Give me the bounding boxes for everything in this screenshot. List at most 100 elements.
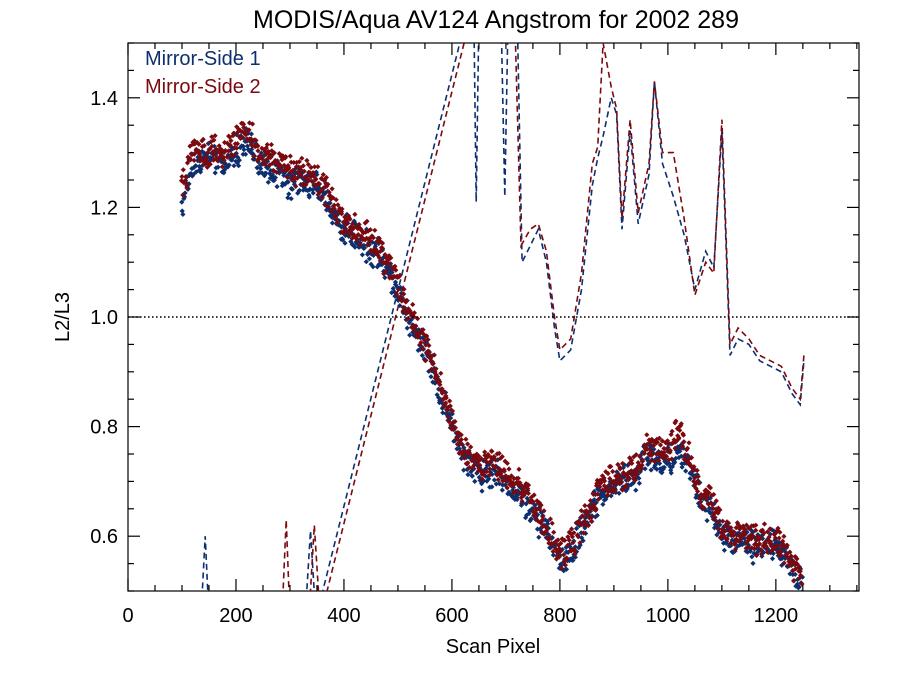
series-2-point [736, 538, 742, 544]
series-1-point [342, 240, 348, 246]
series-1-point [529, 506, 535, 512]
series-1-point [669, 464, 675, 470]
series-2-point [517, 480, 523, 486]
series-1-point [366, 256, 372, 262]
series-2-point [741, 529, 747, 535]
series-1-point [297, 187, 303, 194]
series-2-point [797, 568, 803, 574]
series-1-point [730, 550, 736, 556]
series-2-point [183, 178, 189, 184]
series-1-point [361, 245, 368, 251]
series-1-point [179, 199, 185, 205]
series-2-point [420, 346, 426, 352]
series-2-point [613, 477, 619, 483]
series-2-point [601, 483, 607, 489]
series-2-point [496, 450, 502, 456]
series-2-point [299, 155, 305, 161]
series-1-point [263, 170, 269, 176]
series-2-point [179, 174, 185, 180]
series-1-point [179, 208, 185, 214]
series-2-point [479, 476, 485, 482]
series-2-point [507, 476, 513, 482]
series-2-point [513, 488, 519, 494]
series-2-point [452, 418, 458, 425]
series-2-point [678, 423, 684, 429]
series-2-point [742, 532, 748, 538]
series-1-point [668, 470, 674, 476]
series-1-point [344, 211, 350, 217]
series-2-point [454, 441, 460, 447]
series-2-point [452, 425, 458, 431]
series-2-point [677, 427, 683, 433]
series-2-point [731, 529, 737, 535]
series-2-point [572, 548, 578, 554]
series-2-point [482, 449, 488, 455]
series-2-point [514, 479, 520, 485]
series-2-point [416, 331, 422, 337]
series-2-point [681, 439, 687, 445]
series-2-point [691, 464, 697, 470]
series-2-point [579, 513, 585, 520]
series-2-point [727, 528, 733, 534]
series-2-point [768, 539, 774, 545]
series-2-point [742, 527, 748, 533]
series-2-point [780, 538, 786, 544]
x-axis-label: Scan Pixel [446, 636, 541, 658]
series-2-point [629, 460, 635, 466]
series-1-point [509, 493, 515, 499]
series-2-point [458, 432, 464, 438]
series-1-point [526, 510, 532, 517]
series-2-point [599, 473, 605, 479]
series-1-point [300, 187, 306, 193]
series-1-point [465, 472, 471, 478]
series-2-point [540, 523, 546, 530]
legend-entry-mirror-side-1: Mirror-Side 1 [145, 48, 261, 70]
series-2-point [717, 507, 723, 513]
series-1-point [489, 484, 495, 490]
series-2-point [743, 522, 750, 528]
series-2-point [519, 498, 525, 504]
series-1-point [687, 476, 693, 482]
series-2-point [659, 449, 665, 455]
x-tick-label: 1200 [754, 605, 799, 627]
series-1-point [285, 179, 291, 185]
series-2-point [454, 436, 460, 442]
series-2-point [331, 202, 337, 208]
series-2-point [723, 523, 729, 529]
series-1-point [352, 244, 358, 250]
series-1-point [310, 190, 316, 196]
series-2-point [328, 196, 334, 202]
series-2-point [566, 529, 572, 535]
series-2-point [740, 525, 747, 531]
series-2-point [651, 443, 657, 449]
series-1-point [608, 493, 614, 499]
series-2-point [503, 478, 509, 484]
series-2-point [362, 237, 368, 243]
series-2-point [427, 355, 433, 361]
series-1-point [394, 284, 400, 290]
series-1-point [489, 471, 495, 477]
series-2-point [285, 166, 292, 172]
series-2-point [552, 539, 558, 545]
series-2-point [443, 395, 449, 401]
series-2-point [478, 469, 484, 475]
series-2-point [516, 466, 522, 472]
series-2-point [258, 154, 264, 160]
series-2-point [562, 562, 568, 568]
series-2-point [511, 475, 517, 482]
series-1-point [487, 469, 493, 475]
series-2-point [785, 554, 791, 560]
series-2-point [668, 431, 674, 438]
series-2-point [672, 445, 678, 451]
series-1-group [201, 43, 805, 591]
series-1-point [603, 488, 609, 494]
series-2-point [667, 448, 673, 454]
series-2-point [308, 164, 314, 171]
series-2-point [712, 514, 718, 520]
series-2-point [449, 408, 456, 414]
data-layer [178, 43, 806, 591]
series-2-point [463, 436, 469, 442]
series-2-point [285, 163, 291, 169]
series-2-point [760, 543, 766, 549]
x-tick-label: 600 [435, 605, 468, 627]
